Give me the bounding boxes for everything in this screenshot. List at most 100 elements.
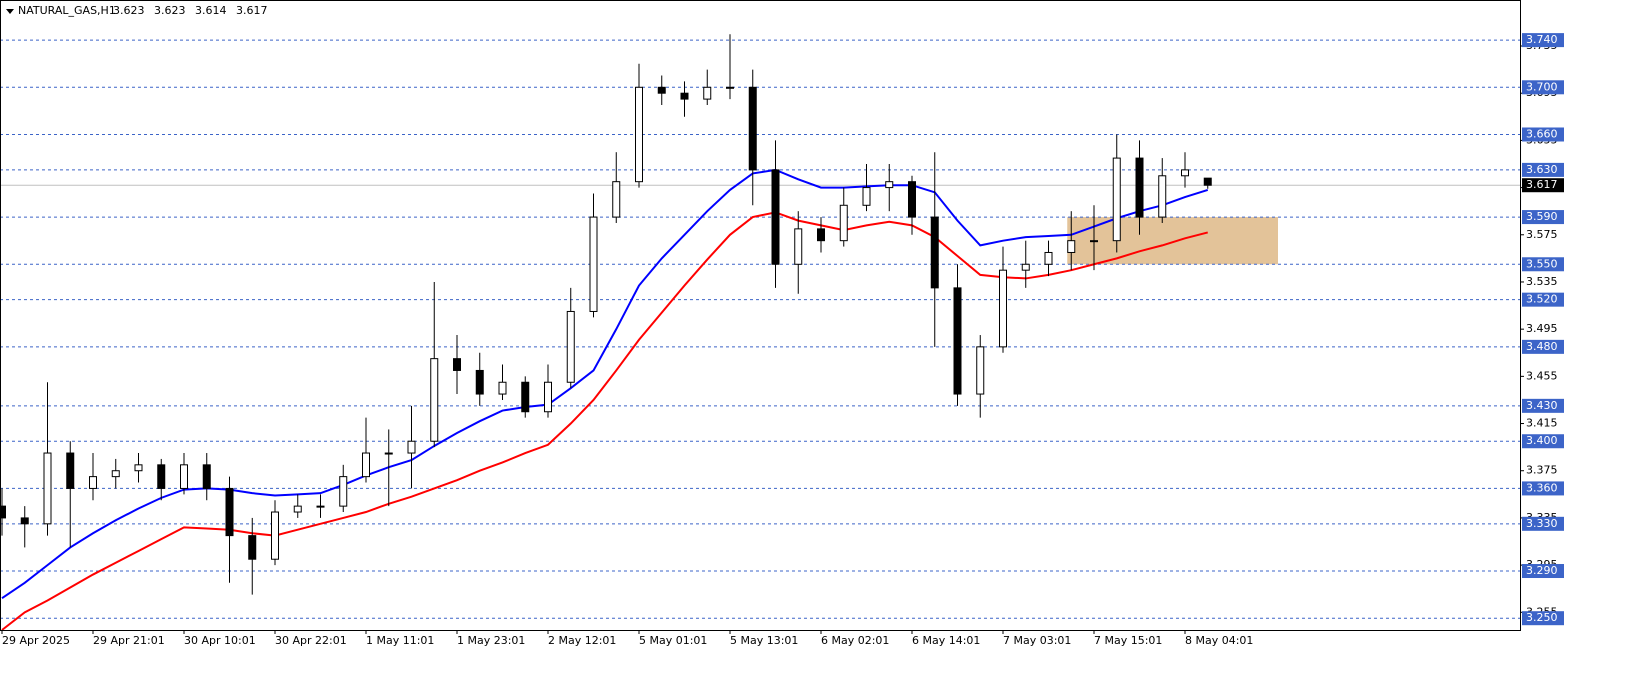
current-price-box <box>1522 178 1564 193</box>
candle-body <box>589 216 598 312</box>
candle-body <box>1067 240 1076 253</box>
plot-layer <box>0 34 1212 631</box>
level-label: 3.330 <box>1526 517 1558 530</box>
candle-body <box>20 517 29 525</box>
x-tick-label: 1 May 11:01 <box>366 634 434 647</box>
candle-body <box>362 452 370 478</box>
plot-frame <box>0 0 1521 631</box>
level-label-box <box>1522 80 1564 95</box>
level-label-box <box>1522 564 1564 579</box>
candle-body <box>202 464 211 489</box>
ohlc-value: 3.614 <box>195 4 227 17</box>
x-tick-label: 6 May 02:01 <box>821 634 889 647</box>
candle-body <box>384 452 393 455</box>
candle-body <box>862 187 871 206</box>
candle-body <box>89 476 97 489</box>
candle-body <box>748 86 757 171</box>
background-layer <box>0 39 1520 619</box>
axis-layer: 3.2553.2953.3353.3753.4153.4553.4953.535… <box>1 33 1564 647</box>
ohlc-value: 3.617 <box>236 4 268 17</box>
x-tick-label: 7 May 15:01 <box>1094 634 1162 647</box>
level-label-box <box>1522 611 1564 626</box>
x-tick-label: 1 May 23:01 <box>457 634 525 647</box>
candle-body <box>885 181 894 189</box>
candle-body <box>271 511 279 560</box>
level-label-box <box>1522 257 1564 272</box>
x-tick-label: 30 Apr 22:01 <box>275 634 347 647</box>
candle-body <box>1203 177 1212 186</box>
ohlc-value: 3.623 <box>154 4 186 17</box>
candle-body <box>635 86 643 183</box>
candle-body <box>976 346 985 395</box>
candle-body <box>1021 263 1030 271</box>
candle-body <box>430 358 439 442</box>
level-label: 3.590 <box>1526 210 1558 223</box>
level-label: 3.290 <box>1526 564 1558 577</box>
candle-body <box>612 181 621 218</box>
candle-body <box>999 269 1007 348</box>
candle-body <box>180 464 188 489</box>
x-tick-label: 29 Apr 2025 <box>2 634 70 647</box>
x-tick-label: 5 May 13:01 <box>730 634 798 647</box>
candle-body <box>475 369 484 395</box>
x-tick-label: 30 Apr 10:01 <box>184 634 256 647</box>
level-label: 3.660 <box>1526 127 1558 140</box>
candle-body <box>703 86 712 100</box>
y-tick-label: 3.535 <box>1526 275 1558 288</box>
menu-arrow[interactable] <box>6 9 14 14</box>
x-tick-label: 7 May 03:01 <box>1003 634 1071 647</box>
candle-body <box>1112 157 1121 242</box>
candle-body <box>657 86 666 94</box>
zone <box>1067 217 1278 265</box>
level-label-box <box>1522 516 1564 531</box>
level-label: 3.700 <box>1526 80 1558 93</box>
level-label-box <box>1522 210 1564 225</box>
candle-body <box>111 470 120 478</box>
candle-body <box>157 464 166 489</box>
y-tick-label: 3.495 <box>1526 322 1558 335</box>
level-label-box <box>1522 481 1564 496</box>
candle-body <box>248 535 257 560</box>
level-label: 3.480 <box>1526 340 1558 353</box>
candle-body <box>66 452 75 489</box>
level-label: 3.550 <box>1526 257 1558 270</box>
candle-body <box>521 381 530 413</box>
candle-body <box>839 204 848 242</box>
level-label: 3.740 <box>1526 33 1558 46</box>
candle-body <box>1158 175 1167 218</box>
candle-body <box>134 464 143 472</box>
candle-body <box>43 452 52 525</box>
candle-body <box>339 476 348 507</box>
candle-body <box>1135 157 1144 218</box>
candle-body <box>930 216 939 289</box>
candle-body <box>794 228 803 265</box>
candle-body <box>1044 251 1053 265</box>
candle-body <box>1090 240 1098 243</box>
candle-body <box>293 505 302 513</box>
level-label-box <box>1522 292 1564 307</box>
candle-body <box>0 505 6 519</box>
current-price-label: 3.617 <box>1526 178 1558 191</box>
level-label: 3.430 <box>1526 399 1558 412</box>
y-tick-label: 3.415 <box>1526 417 1558 430</box>
candle-body <box>566 310 575 383</box>
y-tick-label: 3.575 <box>1526 228 1558 241</box>
candle-body <box>407 440 416 454</box>
level-label: 3.360 <box>1526 481 1558 494</box>
x-tick-label: 5 May 01:01 <box>639 634 707 647</box>
level-label: 3.250 <box>1526 611 1558 624</box>
ohlc-readout: 3.623 3.623 3.614 3.617 <box>113 4 268 17</box>
level-label-box <box>1522 162 1564 177</box>
candle-body <box>771 169 780 265</box>
level-label: 3.630 <box>1526 163 1558 176</box>
level-label-box <box>1522 434 1564 449</box>
level-label-box <box>1522 339 1564 354</box>
x-tick-label: 2 May 12:01 <box>548 634 616 647</box>
level-label-box <box>1522 33 1564 48</box>
level-label: 3.520 <box>1526 293 1558 306</box>
candle-body <box>680 92 689 100</box>
symbol-label: NATURAL_GAS,H1 <box>18 4 116 17</box>
y-tick-label: 3.375 <box>1526 464 1558 477</box>
